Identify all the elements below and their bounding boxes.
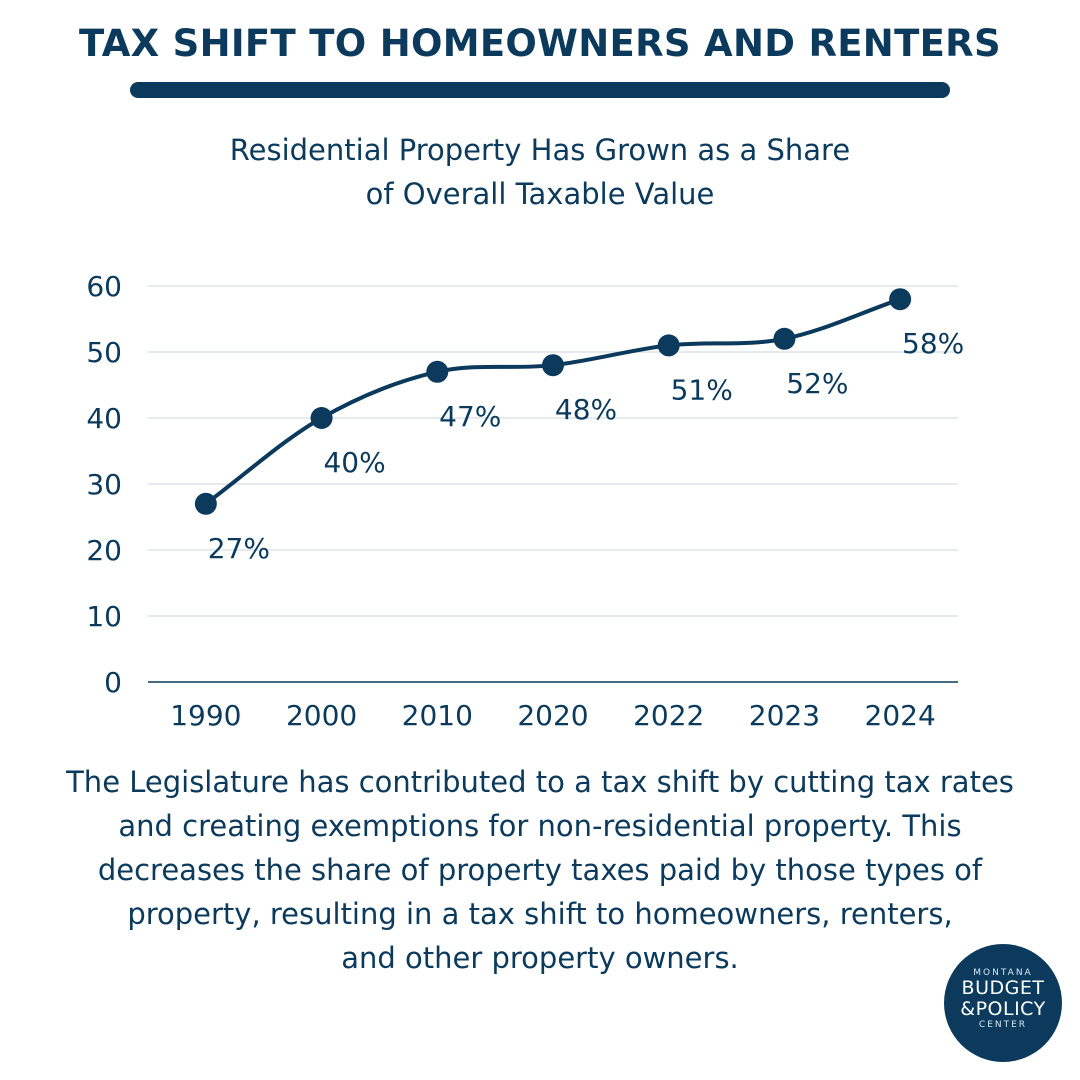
logo-line-4: CENTER	[978, 1020, 1028, 1030]
caption-line-5: and other property owners.	[341, 941, 739, 975]
series-line	[203, 297, 903, 506]
y-tick-label: 20	[86, 534, 122, 567]
data-label: 27%	[208, 532, 270, 565]
headline: TAX SHIFT TO HOMEOWNERS AND RENTERS	[79, 22, 1001, 65]
logo-line-2: BUDGET	[961, 977, 1045, 999]
y-tick-label: 50	[86, 336, 122, 369]
logo-line-1: MONTANA	[973, 968, 1033, 978]
y-tick-label: 30	[86, 468, 122, 501]
mbpc-logo: MONTANA BUDGET &POLICY CENTER	[944, 944, 1062, 1062]
line-chart: 0 10 20 30 40 50 60 1990 2000 2010 2020 2022 2023 202…	[86, 270, 964, 732]
y-tick-label: 10	[86, 600, 122, 633]
data-point	[889, 288, 912, 311]
data-point	[542, 354, 564, 377]
data-point	[773, 327, 796, 350]
x-tick-label: 2020	[517, 699, 588, 732]
data-label: 58%	[902, 327, 964, 360]
data-point	[194, 492, 217, 515]
x-tick-label: 2022	[633, 699, 704, 732]
data-label: 48%	[555, 393, 617, 426]
caption-line-2: and creating exemptions for non-resident…	[118, 809, 962, 843]
x-tick-label: 2024	[865, 699, 936, 732]
y-tick-label: 60	[86, 270, 122, 303]
caption-line-3: decreases the share of property taxes pa…	[97, 853, 983, 887]
chart-title-line-1: Residential Property Has Grown as a Shar…	[229, 133, 851, 167]
data-point	[310, 407, 333, 429]
caption-line-1: The Legislature has contributed to a tax…	[66, 765, 1014, 799]
caption-line-4: property, resulting in a tax shift to ho…	[127, 897, 953, 931]
data-label: 52%	[786, 367, 848, 400]
x-tick-label: 2000	[286, 699, 357, 732]
x-tick-label: 2023	[749, 699, 820, 732]
x-tick-label: 2010	[402, 699, 473, 732]
chart-title: Residential Property Has Grown as a Shar…	[0, 128, 1080, 216]
data-label: 47%	[439, 400, 501, 433]
data-point	[657, 334, 680, 357]
data-label: 51%	[671, 373, 733, 406]
chart-title-line-2: of Overall Taxable Value	[365, 177, 715, 211]
data-point	[426, 360, 449, 383]
logo-line-3: &POLICY	[960, 998, 1046, 1020]
x-tick-label: 1990	[170, 699, 241, 732]
title-underline	[130, 82, 950, 98]
data-label: 40%	[323, 446, 385, 479]
caption: The Legislature has contributed to a tax…	[10, 760, 1070, 980]
y-tick-label: 40	[86, 402, 122, 435]
y-tick-label: 0	[104, 666, 122, 699]
